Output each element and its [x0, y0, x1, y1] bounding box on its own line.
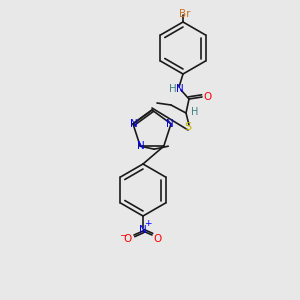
Text: O: O	[124, 234, 132, 244]
Text: N: N	[166, 119, 174, 129]
Text: O: O	[154, 234, 162, 244]
Text: Br: Br	[179, 9, 191, 19]
Text: N: N	[139, 225, 147, 235]
Text: N: N	[137, 141, 145, 151]
Text: N: N	[176, 84, 184, 94]
Text: N: N	[130, 119, 138, 129]
Text: H: H	[191, 107, 199, 117]
Text: −: −	[119, 230, 127, 239]
Text: O: O	[203, 92, 211, 102]
Text: +: +	[144, 220, 152, 229]
Text: H: H	[169, 84, 177, 94]
Text: S: S	[184, 122, 192, 132]
